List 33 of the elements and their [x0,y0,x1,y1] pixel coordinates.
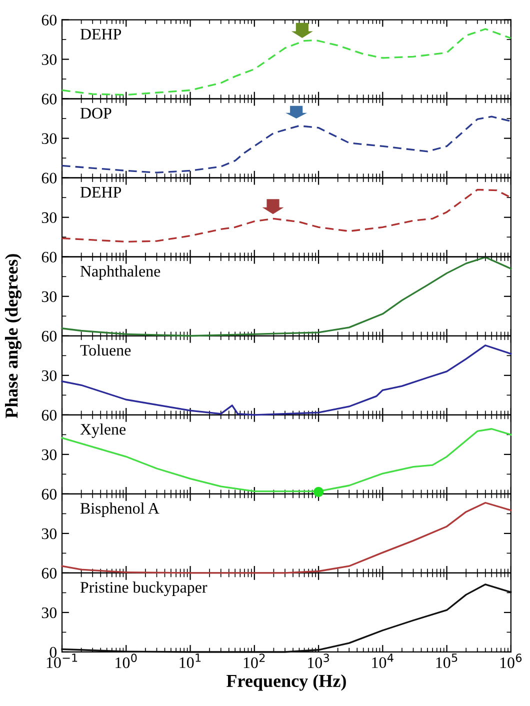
x-tick-label: 10$^{5}$ [436,654,458,668]
y-tick-label: 30 [42,607,57,618]
y-tick-label: 60 [42,252,57,263]
y-tick-label: 30 [42,528,57,540]
y-tick-label: 60 [42,410,57,421]
x-tick-label: 10$^{0}$ [116,654,137,668]
series-label: Xylene [80,423,126,438]
y-axis-title: Phase angle (degrees) [4,254,22,418]
y-tick-label: 30 [42,370,57,382]
y-tick-label: 30 [42,212,57,224]
y-tick-label: 30 [42,133,57,144]
y-tick-label: 60 [42,94,57,104]
text: Bisphenol A [80,502,160,517]
x-tick-label: 10$^{3}$ [308,654,329,668]
y-tick-label: 30 [42,54,57,65]
y-tick-label: 30 [42,291,57,302]
y-tick-label: 60 [42,488,57,500]
text: DOP [80,108,112,119]
y-tick-label: 60 [42,172,57,184]
text: DEHP [80,28,122,40]
y-tick-label: 30 [42,449,57,460]
x-axis-title: Frequency (Hz) [226,674,346,691]
y-tick-label: 60 [42,330,57,342]
x-tick-label: 10$^{1}$ [180,654,201,668]
text: Pristine buckypaper [80,582,208,596]
text: Naphthalene [80,265,160,280]
y-tick-label: 60 [42,14,57,26]
y-tick-label: 60 [42,568,57,579]
x-tick-label: 10$^{4}$ [372,654,394,668]
x-tick-label: 10$^{6}$ [500,654,522,668]
series-label: Toluene [80,344,131,356]
x-tick-label: 10$^{2}$ [244,654,265,668]
text: DEHP [80,187,122,198]
